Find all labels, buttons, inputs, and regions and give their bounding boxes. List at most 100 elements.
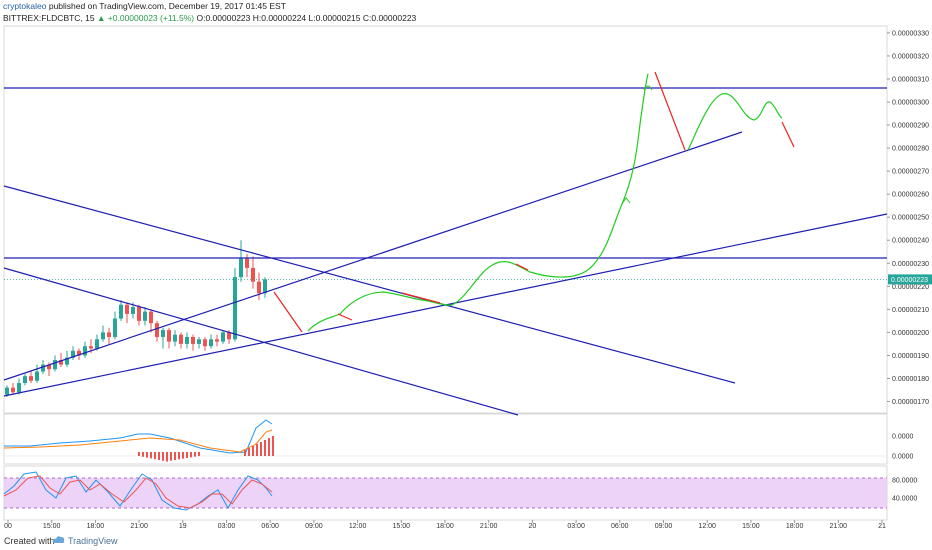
macd-hist-bar [252,446,254,456]
projection-dip-3 [515,263,529,271]
macd-hist-bar [150,452,152,459]
macd-hist-bar [166,452,168,462]
ohlc-values: O:0.00000223 H:0.00000224 L:0.00000215 C… [196,13,417,23]
candle-body [197,339,201,344]
price-chart[interactable]: 0.00000330 0.00000320 0.00000310 0.00000300… [0,0,932,532]
price-tick-label: 0.00000330 [892,30,929,37]
projection-down-3 [781,121,795,148]
candle-body [41,364,45,372]
candle-body [215,339,219,342]
macd-hist-bar [178,452,180,460]
time-tick-label: 12:00 [349,523,367,530]
macd-line [4,419,273,454]
tradingview-brand[interactable]: TradingView [68,536,118,546]
price-tick-label: 0.00000190 [892,353,929,360]
price-tick-label: 0.00000220 [892,284,929,291]
chart-grid [3,25,888,521]
macd-hist-bar [158,452,160,460]
descending-channel-upper [3,185,736,384]
time-tick-label: 18:00 [436,523,454,530]
candle-body [53,360,57,370]
price-tick-label: 0.00000310 [892,76,929,83]
candle-body [221,332,225,342]
price-tick-label: 0.00000250 [892,215,929,222]
macd-hist-bar [244,450,246,456]
candle-body [35,371,39,381]
price-change: ▲ +0.00000023 (+11.5%) [97,13,195,23]
chart-header: cryptokaleo published on TradingView.com… [0,0,932,26]
candle-body [173,334,177,342]
time-tick-label: 00 [4,523,12,530]
stoch-tick-label: 80.0000 [892,478,917,485]
author-link[interactable]: cryptokaleo [3,1,47,11]
macd-hist-bar [174,452,176,460]
descending-channel-lower [3,267,519,416]
candle-body [59,360,63,365]
macd-hist-bar [260,442,262,456]
price-tick-label: 0.00000270 [892,169,929,176]
stoch-d-line [3,475,273,509]
price-tick-label: 0.00000170 [892,399,929,406]
macd-hist-bar [170,452,172,461]
macd-hist-bar [142,452,144,457]
candle-body [167,330,171,342]
time-tick-label: 20 [529,523,537,530]
time-tick-label: 03:00 [567,523,585,530]
candle-body [113,318,117,337]
macd-hist-bar [162,452,164,461]
time-tick-label: 12:00 [698,523,716,530]
price-pane-frame [3,25,888,414]
projection-arrow-mid [621,197,631,205]
macd-hist-bar [146,452,148,458]
candle-body [251,267,255,282]
time-tick-label: 21 [878,523,886,530]
candle-body [125,304,129,314]
candle-body [11,387,15,393]
time-tick-label: 09:00 [305,523,323,530]
candle-body [209,339,213,347]
candle-body [107,332,111,337]
projection-path-rise [307,73,649,332]
candle-body [137,307,141,321]
macd-hist-bar [194,452,196,457]
projection-down-2 [654,71,686,151]
candle-body [47,364,51,370]
macd-hist-bar [154,452,156,460]
candle-body [101,332,105,340]
macd-hist-bar [198,452,200,456]
time-tick-label: 21:00 [830,523,848,530]
footer: Created with TradingView [0,532,932,550]
time-tick-label: 21:00 [480,523,498,530]
time-tick-label: 19 [179,523,187,530]
time-tick-label: 03:00 [218,523,236,530]
symbol-label: BITTREX:FLDCBTC, 15 [3,13,95,23]
time-tick-label: 06:00 [611,523,629,530]
candle-body [17,383,21,393]
projection-arrow-top [643,85,653,91]
candle-body [77,350,81,356]
chart-axes: 0.00000330 0.00000320 0.00000310 0.00000300… [4,30,932,530]
symbol-line: BITTREX:FLDCBTC, 15 ▲ +0.00000023 (+11.5… [3,13,416,24]
publish-line: cryptokaleo published on TradingView.com… [3,1,286,12]
candle-body [155,323,159,337]
time-tick-label: 15:00 [43,523,61,530]
time-tick-label: 18:00 [87,523,105,530]
macd-pane [3,419,887,462]
current-price-badge [888,274,932,285]
macd-hist-bar [248,448,250,456]
macd-hist-bar [264,440,266,456]
macd-hist-bar [138,452,140,456]
created-with-text: Created with [4,536,55,546]
candle-body [179,334,183,344]
candle-body [185,336,189,344]
price-tick-label: 0.00000260 [892,192,929,199]
price-tick-label: 0.00000300 [892,100,929,107]
price-tick-label: 0.00000180 [892,376,929,383]
macd-tick-label: 0.0000 [892,434,914,441]
candle-body [149,311,153,324]
macd-tick-label: 0.0000 [892,454,914,461]
macd-hist-bar [186,452,188,458]
price-tick-label: 0.00000200 [892,330,929,337]
candle-body [83,346,87,356]
price-tick-label: 0.00000280 [892,146,929,153]
